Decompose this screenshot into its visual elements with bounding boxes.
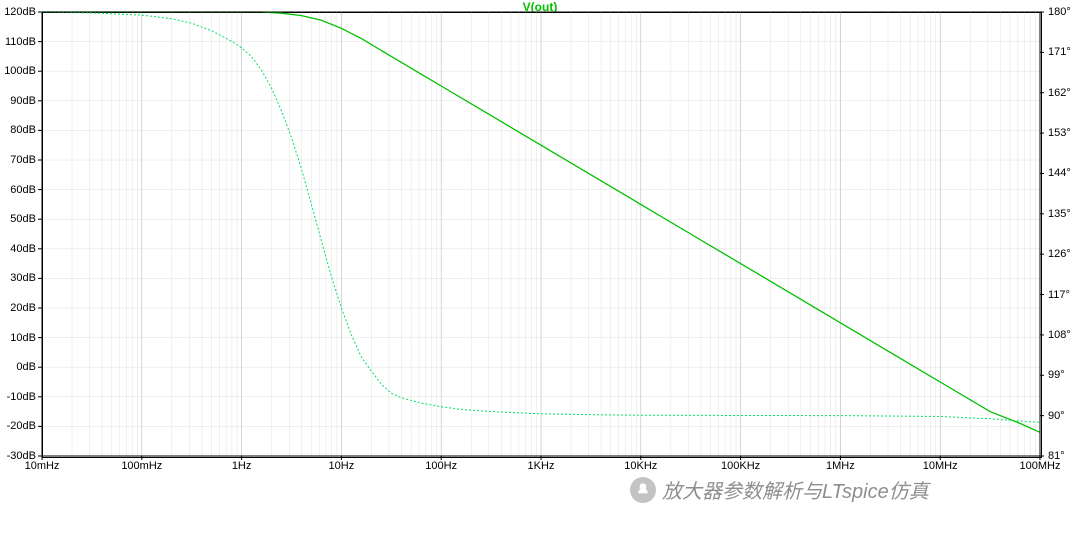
axis-tick-label: 126°: [1048, 248, 1071, 260]
axis-tick-label: 180°: [1048, 6, 1071, 18]
axis-tick-label: 1MHz: [810, 460, 870, 472]
axis-tick-label: 100KHz: [711, 460, 771, 472]
axis-tick-label: 0dB: [16, 361, 36, 373]
axis-tick-label: 100dB: [4, 65, 36, 77]
bode-plot-container: V(out) 10mHz100mHz1Hz10Hz100Hz1KHz10KHz1…: [0, 0, 1080, 543]
axis-tick-label: 90dB: [10, 95, 36, 107]
axis-tick-label: 144°: [1048, 167, 1071, 179]
axis-tick-label: 20dB: [10, 302, 36, 314]
axis-tick-label: 80dB: [10, 124, 36, 136]
axis-tick-label: 50dB: [10, 213, 36, 225]
axis-tick-label: 10KHz: [611, 460, 671, 472]
axis-tick-label: 1KHz: [511, 460, 571, 472]
axis-tick-label: 30dB: [10, 272, 36, 284]
axis-tick-label: 81°: [1048, 450, 1065, 462]
axis-tick-label: 120dB: [4, 6, 36, 18]
axis-tick-label: 10MHz: [910, 460, 970, 472]
plot-area: [42, 12, 1042, 458]
axis-tick-label: 40dB: [10, 243, 36, 255]
axis-tick-label: 70dB: [10, 154, 36, 166]
axis-tick-label: 99°: [1048, 369, 1065, 381]
watermark: 放大器参数解析与LTspice仿真: [630, 475, 929, 504]
watermark-text: 放大器参数解析与LTspice仿真: [662, 475, 929, 504]
axis-tick-label: 108°: [1048, 329, 1071, 341]
watermark-icon: [630, 477, 656, 503]
axis-tick-label: 10dB: [10, 332, 36, 344]
axis-tick-label: -30dB: [7, 450, 36, 462]
axis-tick-label: 153°: [1048, 127, 1071, 139]
axis-tick-label: -10dB: [7, 391, 36, 403]
axis-tick-label: 60dB: [10, 184, 36, 196]
axis-tick-label: 135°: [1048, 208, 1071, 220]
axis-tick-label: 90°: [1048, 410, 1065, 422]
axis-tick-label: 162°: [1048, 87, 1071, 99]
axis-tick-label: 1Hz: [212, 460, 272, 472]
axis-tick-label: 171°: [1048, 46, 1071, 58]
axis-tick-label: 117°: [1048, 289, 1070, 301]
axis-tick-label: 100mHz: [112, 460, 172, 472]
axis-tick-label: 110dB: [5, 36, 36, 48]
axis-tick-label: 100Hz: [411, 460, 471, 472]
axis-tick-label: 10Hz: [311, 460, 371, 472]
axis-tick-label: -20dB: [7, 420, 36, 432]
